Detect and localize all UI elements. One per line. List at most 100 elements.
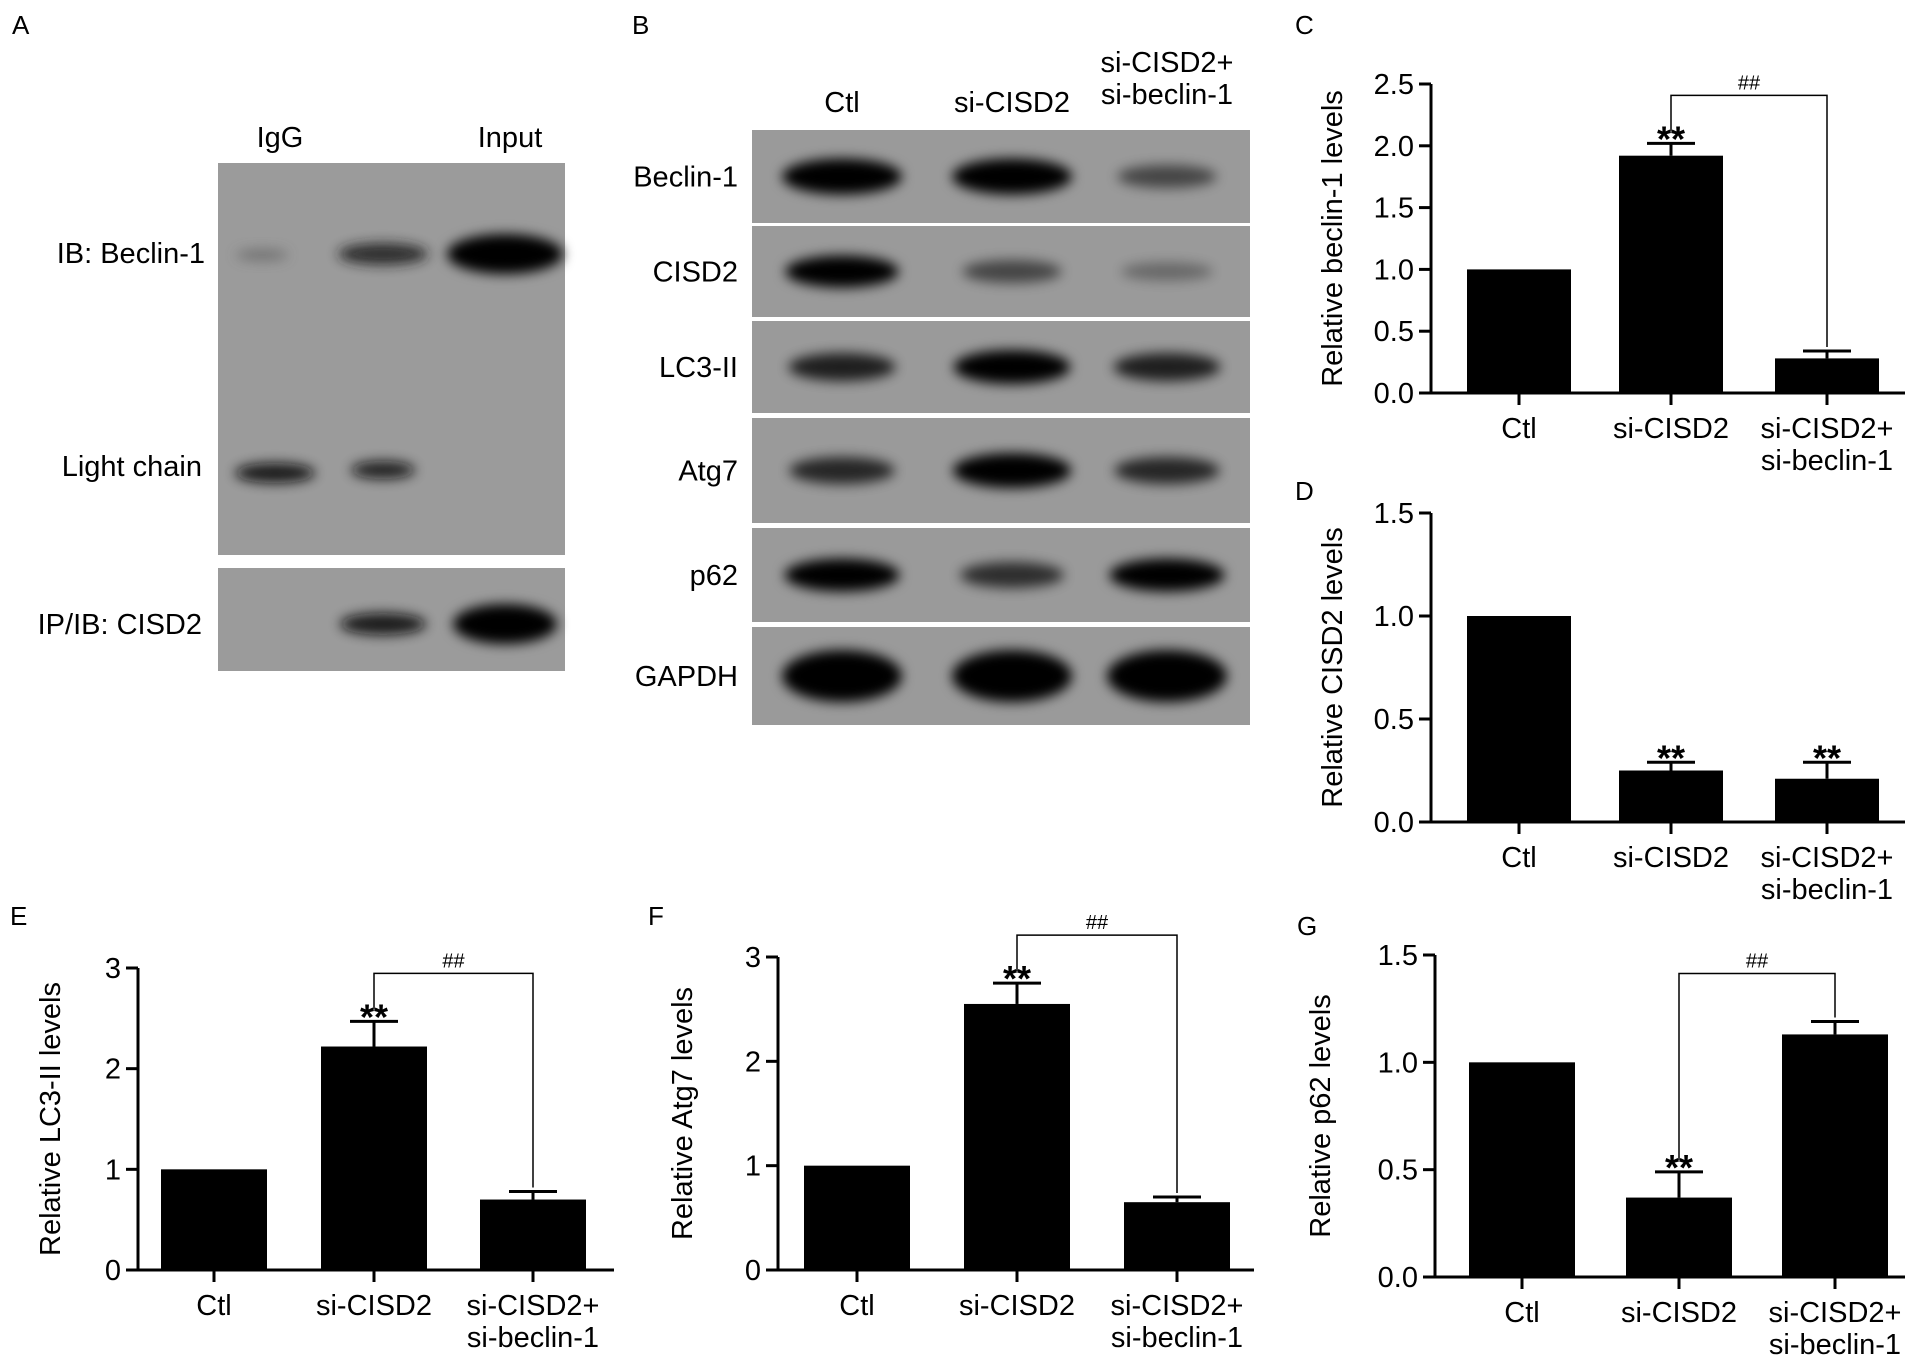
chart-e-xlabel-0: Ctl <box>196 1290 231 1322</box>
b-band-beclin-1-3 <box>1117 165 1217 188</box>
chart-c-ytick-label-0: 0.0 <box>1374 378 1414 410</box>
chart-c-bar-0 <box>1467 269 1571 393</box>
b-row-label-lc3-ii: LC3-II <box>659 352 738 384</box>
chart-d-bar-2 <box>1775 778 1879 822</box>
chart-d-ytick-label-0: 0.0 <box>1374 807 1414 839</box>
chart-c-ylabel: Relative beclin-1 levels <box>1317 90 1349 387</box>
chart-e-ylabel: Relative LC3-II levels <box>35 982 67 1256</box>
blot-membrane-upper <box>218 163 565 555</box>
chart-f-bar-1 <box>964 1003 1070 1270</box>
chart-g-ytick-label-3: 1.5 <box>1378 940 1418 972</box>
panel-a-blot: IgG Input IB: Beclin-1 Light chain IP/IB… <box>38 122 565 671</box>
chart-g-ytick-label-1: 0.5 <box>1378 1155 1418 1187</box>
lane-label-input: Input <box>478 122 543 154</box>
chart-e-xlabel-2: si-CISD2+ si-beclin-1 <box>467 1290 600 1354</box>
chart-g-xlabel-2: si-CISD2+ si-beclin-1 <box>1769 1297 1902 1361</box>
chart-e-ytick-label-3: 3 <box>105 953 121 985</box>
row-label-ip-cisd2: IP/IB: CISD2 <box>38 609 202 641</box>
b-row-label-p62: p62 <box>690 560 738 592</box>
chart-d-sig-1: ** <box>1813 737 1841 778</box>
band-a-light-igg <box>235 463 315 483</box>
chart-f-bracket-label-0: ## <box>1086 912 1109 934</box>
chart-c-ytick-label-2: 1.0 <box>1374 254 1414 286</box>
chart-e-ytick-label-0: 0 <box>105 1255 121 1287</box>
chart-c-bracket-label-0: ## <box>1738 72 1761 94</box>
b-row-label-atg7: Atg7 <box>678 456 738 488</box>
chart-g-ytick-label-0: 0.0 <box>1378 1262 1418 1294</box>
chart-g-bracket-label-0: ## <box>1746 951 1769 973</box>
panel-letter-a: A <box>12 10 30 40</box>
chart-e-bar-2 <box>480 1199 586 1270</box>
b-band-atg7-1 <box>789 457 895 484</box>
chart-d: 0.0 0.5 1.0 1.5 Relative CISD2 levels Ctl si-C… <box>1317 498 1905 906</box>
band-a-cisd2-input <box>453 604 557 644</box>
b-lane-label-3: si-CISD2+ si-beclin-1 <box>1101 47 1234 111</box>
chart-f: 0 1 2 3 Relative Atg7 levels Ctl si-CISD2 si-CI… <box>667 912 1254 1354</box>
chart-f-bracket-0 <box>1016 934 1178 1193</box>
chart-e-ytick-label-2: 2 <box>105 1054 121 1086</box>
chart-e-bar-0 <box>161 1169 267 1270</box>
chart-g-bracket-0 <box>1678 972 1836 1160</box>
chart-e-bar-1 <box>321 1046 427 1270</box>
chart-f-xlabel-2: si-CISD2+ si-beclin-1 <box>1111 1290 1244 1354</box>
chart-f-ylabel: Relative Atg7 levels <box>667 987 699 1240</box>
b-band-beclin-1-2 <box>952 158 1072 195</box>
chart-f-bar-2 <box>1124 1202 1230 1270</box>
b-band-gapdh-3 <box>1107 650 1227 702</box>
b-band-atg7-2 <box>952 453 1072 488</box>
chart-e-bracket-label-0: ## <box>442 950 465 972</box>
chart-d-xlabel-1: si-CISD2 <box>1613 842 1729 874</box>
b-band-cisd2-2 <box>962 260 1062 283</box>
chart-g-xlabel-0: Ctl <box>1504 1297 1539 1329</box>
chart-e: 0 1 2 3 Relative LC3-II levels Ctl si-CISD2 si-… <box>35 950 614 1354</box>
b-band-cisd2-1 <box>785 255 899 288</box>
band-a-light-ip <box>351 461 415 479</box>
band-a-cisd2-ip <box>340 613 426 635</box>
panel-letter-f: F <box>648 901 664 931</box>
band-a-beclin-ip <box>338 243 428 265</box>
b-row-label-cisd2: CISD2 <box>653 257 738 289</box>
chart-g-bar-1 <box>1626 1197 1732 1277</box>
panel-letter-b: B <box>632 10 649 40</box>
chart-g-bar-2 <box>1782 1034 1888 1277</box>
b-band-p62-1 <box>784 558 900 592</box>
panel-letter-g: G <box>1297 911 1317 941</box>
chart-f-bar-0 <box>804 1165 910 1270</box>
band-a-beclin-igg-faint <box>236 249 288 261</box>
band-a-beclin-input <box>447 234 563 274</box>
chart-c-ytick-label-3: 1.5 <box>1374 193 1414 225</box>
chart-d-xlabel-0: Ctl <box>1501 842 1536 874</box>
chart-c-xlabel-2: si-CISD2+ si-beclin-1 <box>1761 413 1894 477</box>
b-band-p62-3 <box>1109 558 1225 592</box>
b-band-lc3-ii-3 <box>1113 353 1221 381</box>
chart-g-xlabel-1: si-CISD2 <box>1621 1297 1737 1329</box>
chart-c-bar-2 <box>1775 358 1879 393</box>
b-lane-label-1: Ctl <box>824 87 859 119</box>
chart-g-ytick-label-2: 1.0 <box>1378 1047 1418 1079</box>
row-label-light-chain: Light chain <box>62 451 202 483</box>
b-band-gapdh-2 <box>952 650 1072 702</box>
b-band-lc3-ii-1 <box>788 353 896 381</box>
b-band-lc3-ii-2 <box>953 350 1071 384</box>
chart-c-ytick-label-5: 2.5 <box>1374 69 1414 101</box>
row-label-ib-beclin1: IB: Beclin-1 <box>57 238 205 270</box>
chart-f-ytick-label-1: 1 <box>745 1151 761 1183</box>
chart-c-xlabel-0: Ctl <box>1501 413 1536 445</box>
chart-g-bar-0 <box>1469 1062 1575 1277</box>
chart-d-bar-1 <box>1619 770 1723 822</box>
chart-f-ytick-label-2: 2 <box>745 1046 761 1078</box>
chart-e-ytick-label-1: 1 <box>105 1154 121 1186</box>
chart-d-ylabel: Relative CISD2 levels <box>1317 527 1349 807</box>
chart-d-ytick-label-1: 0.5 <box>1374 704 1414 736</box>
chart-f-ytick-label-0: 0 <box>745 1255 761 1287</box>
chart-e-xlabel-1: si-CISD2 <box>316 1290 432 1322</box>
panel-letter-e: E <box>10 901 27 931</box>
charts: 0.0 0.5 1.0 1.5 2.0 2.5 Relative beclin-1 leve… <box>35 69 1905 1361</box>
chart-d-bar-0 <box>1467 616 1571 822</box>
chart-g: 0.0 0.5 1.0 1.5 Relative p62 levels Ctl si-CIS… <box>1305 940 1905 1361</box>
b-band-beclin-1-1 <box>782 158 902 195</box>
panel-letter-c: C <box>1295 10 1314 40</box>
panel-letter-d: D <box>1295 476 1314 506</box>
chart-d-xlabel-2: si-CISD2+ si-beclin-1 <box>1761 842 1894 906</box>
